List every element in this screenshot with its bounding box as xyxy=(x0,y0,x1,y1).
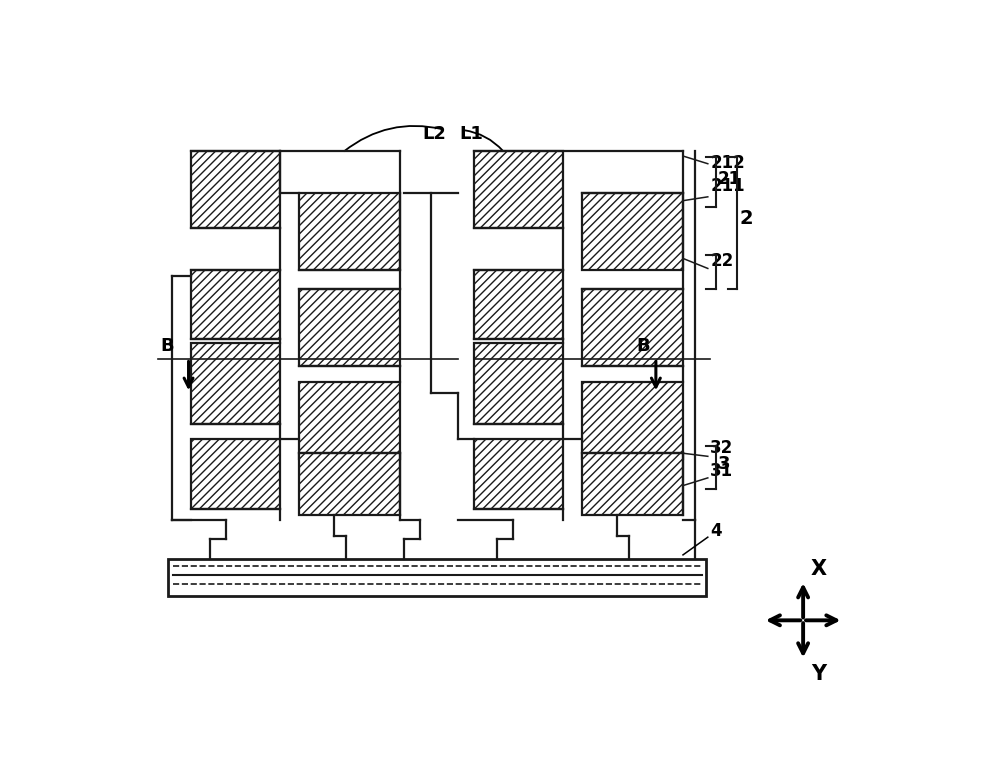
Bar xyxy=(168,559,706,596)
Text: L1: L1 xyxy=(460,125,484,143)
Bar xyxy=(191,343,280,424)
Bar xyxy=(299,193,400,270)
Bar xyxy=(299,382,400,459)
FancyArrowPatch shape xyxy=(464,130,503,151)
Bar xyxy=(191,151,280,228)
Text: B: B xyxy=(161,337,174,354)
Bar xyxy=(191,270,280,339)
Text: 3: 3 xyxy=(718,454,730,473)
Text: 212: 212 xyxy=(710,153,745,172)
Bar xyxy=(299,454,400,515)
Bar xyxy=(474,270,563,339)
Text: 32: 32 xyxy=(710,439,733,457)
Text: 22: 22 xyxy=(710,252,733,270)
Bar xyxy=(582,193,683,270)
Text: 211: 211 xyxy=(710,176,745,195)
Text: X: X xyxy=(811,559,827,579)
Text: 4: 4 xyxy=(710,522,722,539)
Bar xyxy=(474,151,563,228)
Text: 2: 2 xyxy=(740,209,753,228)
Text: 31: 31 xyxy=(710,462,733,481)
Bar xyxy=(299,289,400,366)
Text: Y: Y xyxy=(811,664,826,684)
Bar xyxy=(474,343,563,424)
Bar xyxy=(191,440,280,509)
Bar xyxy=(582,382,683,459)
FancyArrowPatch shape xyxy=(344,126,442,151)
Text: 21: 21 xyxy=(718,170,741,188)
Text: B: B xyxy=(637,337,650,354)
Bar xyxy=(582,289,683,366)
Text: L2: L2 xyxy=(423,125,447,143)
Bar xyxy=(582,454,683,515)
Bar xyxy=(474,440,563,509)
